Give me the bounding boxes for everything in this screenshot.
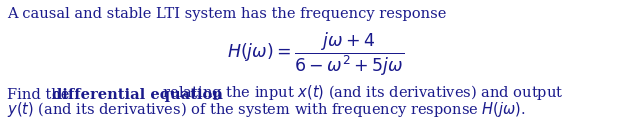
- Text: differential equation: differential equation: [52, 88, 223, 102]
- Text: relating the input $x(t)$ (and its derivatives) and output: relating the input $x(t)$ (and its deriv…: [158, 83, 564, 102]
- Text: Find the: Find the: [7, 88, 74, 102]
- Text: A causal and stable LTI system has the frequency response: A causal and stable LTI system has the f…: [7, 7, 446, 21]
- Text: $H(j\omega) = \dfrac{j\omega + 4}{6 - \omega^2 + 5j\omega}$: $H(j\omega) = \dfrac{j\omega + 4}{6 - \o…: [227, 30, 404, 78]
- Text: $y(t)$ (and its derivatives) of the system with frequency response $H(j\omega)$.: $y(t)$ (and its derivatives) of the syst…: [7, 100, 526, 119]
